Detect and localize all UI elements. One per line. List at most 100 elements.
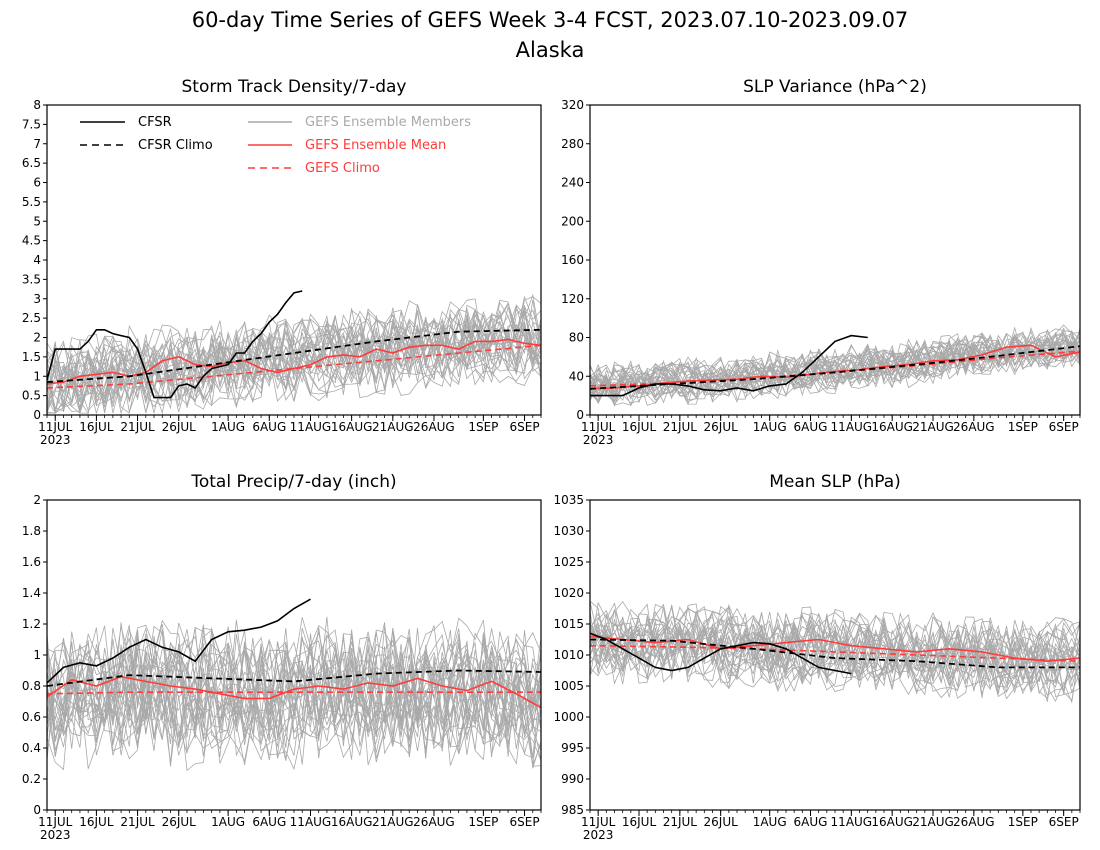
panel-title: Mean SLP (hPa) — [769, 472, 901, 492]
x-tick-label: 1AUG — [753, 815, 787, 829]
ensemble-member-line — [590, 603, 1080, 671]
panel-storm-track-density: Storm Track Density/7-day 0 0.5 1 1.5 2 2.5 3 3.… — [22, 77, 542, 447]
x-tick-label: 6AUG — [794, 815, 828, 829]
plot-area — [590, 600, 1080, 704]
ensemble-member-line — [47, 295, 541, 394]
ensemble-member-line — [590, 629, 1080, 702]
x-year-label: 2023 — [40, 828, 71, 842]
x-tick-label: 1SEP — [1008, 420, 1038, 434]
panel-slp-variance: SLP Variance (hPa^2) 0 40 80 120 160 200 240 280… — [561, 77, 1081, 447]
ensemble-member-line — [47, 640, 541, 742]
legend-cfsr-climo: CFSR Climo — [138, 138, 213, 153]
panel-title: Total Precip/7-day (inch) — [190, 472, 396, 492]
ensemble-member-line — [47, 622, 541, 732]
y-tick-label: 2 — [33, 331, 41, 345]
x-tick-label: 21JUL — [663, 815, 698, 829]
series-gefs-climo — [590, 644, 1080, 662]
x-tick-label: 26JUL — [162, 420, 197, 434]
series-cfsr-climo — [47, 328, 541, 383]
x-tick-label: 1SEP — [468, 815, 498, 829]
y-tick-label: 1000 — [553, 710, 584, 724]
ensemble-member-line — [590, 611, 1080, 673]
y-tick-label: 2.5 — [22, 311, 41, 325]
x-tick-label: 11AUG — [831, 420, 873, 434]
plot-area — [590, 324, 1080, 407]
ensemble-member-line — [590, 626, 1080, 692]
x-tick-label: 11JUL — [38, 420, 73, 434]
ensemble-member-line — [47, 650, 541, 755]
y-tick-label: 160 — [561, 253, 584, 267]
x-tick-label: 21JUL — [663, 420, 698, 434]
y-tick-label: 0.2 — [22, 772, 41, 786]
series-cfsr — [590, 632, 852, 675]
x-tick-label: 21AUG — [912, 815, 954, 829]
y-tick-label: 1035 — [553, 493, 584, 507]
ensemble-member-line — [590, 601, 1080, 674]
x-tick-label: 21AUG — [912, 420, 954, 434]
y-tick-label: 2 — [33, 493, 41, 507]
x-tick-label: 6SEP — [1049, 815, 1079, 829]
legend-gefs-climo: GEFS Climo — [305, 161, 380, 176]
y-tick-label: 1.5 — [22, 350, 41, 364]
plot-area — [47, 598, 541, 772]
x-tick-label: 11AUG — [290, 420, 332, 434]
x-tick-label: 16JUL — [79, 420, 114, 434]
y-tick-label: 1015 — [553, 617, 584, 631]
x-tick-label: 11AUG — [290, 815, 332, 829]
ensemble-member-line — [590, 335, 1080, 404]
figure-subtitle: Alaska — [516, 38, 585, 62]
x-tick-label: 26AUG — [953, 815, 995, 829]
y-tick-label: 7.5 — [22, 117, 41, 131]
x-tick-label: 6AUG — [252, 420, 286, 434]
x-tick-label: 1AUG — [211, 420, 245, 434]
x-tick-label: 26AUG — [413, 420, 455, 434]
y-tick-label: 120 — [561, 292, 584, 306]
x-tick-label: 6SEP — [1049, 420, 1079, 434]
x-tick-label: 1SEP — [468, 420, 498, 434]
x-tick-label: 21JUL — [120, 815, 155, 829]
ensemble-member-line — [47, 626, 541, 731]
legend-mean: GEFS Ensemble Mean — [305, 138, 446, 153]
y-tick-label: 1.8 — [22, 524, 41, 538]
y-tick-label: 0 — [33, 408, 41, 422]
y-tick-label: 995 — [561, 741, 584, 755]
y-tick-label: 200 — [561, 214, 584, 228]
x-year-label: 2023 — [40, 433, 71, 447]
y-tick-label: 0.6 — [22, 710, 41, 724]
y-tick-label: 5.5 — [22, 195, 41, 209]
x-tick-label: 26JUL — [704, 815, 739, 829]
y-tick-label: 3.5 — [22, 272, 41, 286]
y-tick-label: 0 — [576, 408, 584, 422]
figure-title: 60-day Time Series of GEFS Week 3-4 FCST… — [192, 8, 909, 32]
y-tick-label: 40 — [569, 369, 584, 383]
series-cfsr — [590, 334, 868, 397]
ensemble-member-line — [590, 601, 1080, 674]
legend: CFSR CFSR Climo GEFS Ensemble Members GE… — [80, 115, 471, 176]
x-tick-label: 6SEP — [509, 815, 539, 829]
x-tick-label: 11JUL — [38, 815, 73, 829]
y-tick-label: 5 — [33, 214, 41, 228]
y-tick-label: 1 — [33, 648, 41, 662]
y-tick-label: 280 — [561, 137, 584, 151]
panel-title: SLP Variance (hPa^2) — [743, 77, 927, 97]
x-tick-label: 21AUG — [372, 815, 414, 829]
x-tick-label: 21AUG — [372, 420, 414, 434]
ensemble-member-line — [47, 662, 541, 771]
ensemble-member-line — [47, 638, 541, 738]
x-tick-label: 11JUL — [581, 815, 616, 829]
series-cfsr — [47, 290, 303, 399]
series-cfsr-climo — [590, 638, 1080, 669]
ensemble-member-line — [590, 626, 1080, 702]
y-tick-label: 0 — [33, 803, 41, 817]
plot-area — [47, 290, 541, 415]
x-tick-label: 1SEP — [1008, 815, 1038, 829]
ensemble-member-line — [47, 648, 541, 759]
ensemble-member-line — [47, 663, 541, 767]
ensemble-member-line — [47, 637, 541, 742]
ensemble-member-line — [590, 628, 1080, 704]
ensemble-member-line — [590, 330, 1080, 402]
panel-mean-slp: Mean SLP (hPa) 985 990 995 1000 1005 1010 1015 1… — [553, 472, 1081, 842]
y-tick-label: 1025 — [553, 555, 584, 569]
x-tick-label: 16AUG — [331, 815, 373, 829]
x-tick-label: 16JUL — [622, 420, 657, 434]
